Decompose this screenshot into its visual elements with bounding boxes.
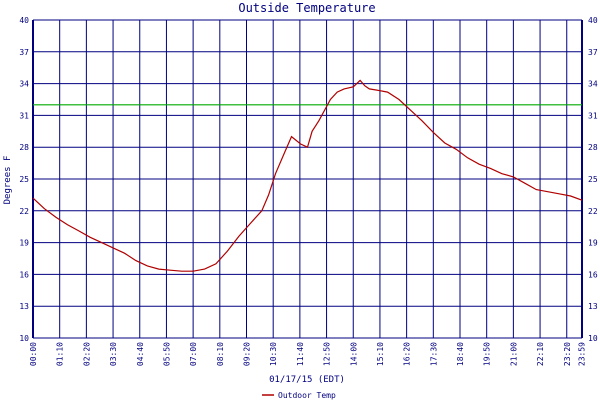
x-tick-label: 00:00	[29, 342, 38, 366]
grid	[32, 19, 583, 339]
y-tick-label-left: 16	[19, 270, 29, 279]
x-tick-label: 11:40	[296, 342, 305, 366]
x-tick-label: 01:10	[56, 342, 65, 366]
y-axis-label: Degrees F	[3, 156, 13, 205]
x-ticks: 00:00 01:10 02:20 03:30 04:40 05:50 07:00 08:10…	[29, 342, 587, 366]
x-tick-label: 23:59	[578, 342, 587, 366]
chart-title: Outside Temperature	[238, 1, 375, 15]
x-tick-label: 09:20	[243, 342, 252, 366]
x-tick-label: 12:50	[323, 342, 332, 366]
x-tick-label: 15:10	[376, 342, 385, 366]
series-group	[32, 79, 583, 272]
y-tick-label-right: 16	[588, 270, 598, 279]
y-ticks-left: 10 13 16 19 22 25 28 31 34 37 40	[19, 16, 29, 343]
y-tick-label-right: 25	[588, 175, 598, 184]
x-tick-label: 18:40	[456, 342, 465, 366]
legend-label: Outdoor Temp	[278, 391, 336, 400]
y-tick-label-left: 22	[19, 207, 29, 216]
y-tick-label-right: 22	[588, 207, 598, 216]
y-tick-label-left: 40	[19, 16, 29, 25]
y-tick-label-right: 31	[588, 111, 598, 120]
x-tick-label: 22:10	[536, 342, 545, 366]
x-tick-label: 23:20	[563, 342, 572, 366]
y-tick-label-right: 40	[588, 16, 598, 25]
y-tick-label-right: 37	[588, 48, 598, 57]
y-tick-label-right: 13	[588, 302, 598, 311]
y-tick-label-left: 25	[19, 175, 29, 184]
y-tick-label-left: 13	[19, 302, 29, 311]
x-tick-label: 04:40	[136, 342, 145, 366]
y-tick-label-left: 28	[19, 143, 29, 152]
x-tick-label: 08:10	[216, 342, 225, 366]
x-axis-label: 01/17/15 (EDT)	[269, 375, 345, 385]
y-tick-label-right: 34	[588, 80, 598, 89]
x-tick-label: 17:30	[429, 342, 438, 366]
x-tick-label: 02:20	[82, 342, 91, 366]
y-tick-label-left: 34	[19, 80, 29, 89]
x-tick-label: 05:50	[162, 342, 171, 366]
y-tick-label-right: 10	[588, 334, 598, 343]
x-tick-label: 10:30	[269, 342, 278, 366]
x-tick-label: 19:50	[483, 342, 492, 366]
x-tick-label: 21:00	[509, 342, 518, 366]
y-tick-label-left: 31	[19, 111, 29, 120]
y-tick-label-left: 10	[19, 334, 29, 343]
x-tick-label: 03:30	[109, 342, 118, 366]
x-tick-label: 07:00	[189, 342, 198, 366]
y-ticks-right: 10 13 16 19 22 25 28 31 34 37 40	[588, 16, 598, 343]
x-tick-label: 14:00	[349, 342, 358, 366]
x-tick-label: 16:20	[403, 342, 412, 366]
y-tick-label-right: 19	[588, 239, 598, 248]
y-tick-label-right: 28	[588, 143, 598, 152]
y-tick-label-left: 19	[19, 239, 29, 248]
y-tick-label-left: 37	[19, 48, 29, 57]
series-line-outdoor-temp	[32, 79, 583, 272]
